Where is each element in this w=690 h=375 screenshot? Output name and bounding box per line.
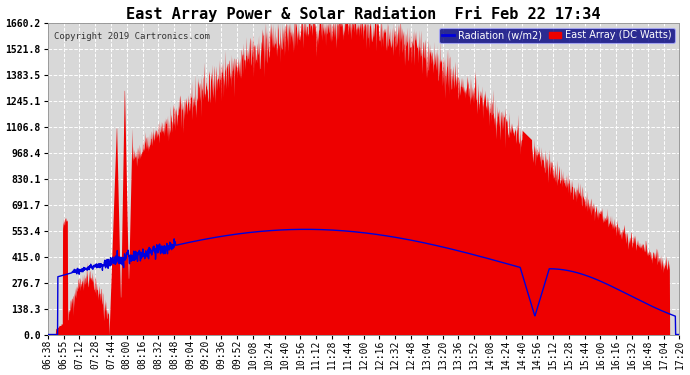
Legend: Radiation (w/m2), East Array (DC Watts): Radiation (w/m2), East Array (DC Watts) — [440, 28, 675, 44]
Text: Copyright 2019 Cartronics.com: Copyright 2019 Cartronics.com — [54, 32, 210, 41]
Title: East Array Power & Solar Radiation  Fri Feb 22 17:34: East Array Power & Solar Radiation Fri F… — [126, 6, 601, 21]
